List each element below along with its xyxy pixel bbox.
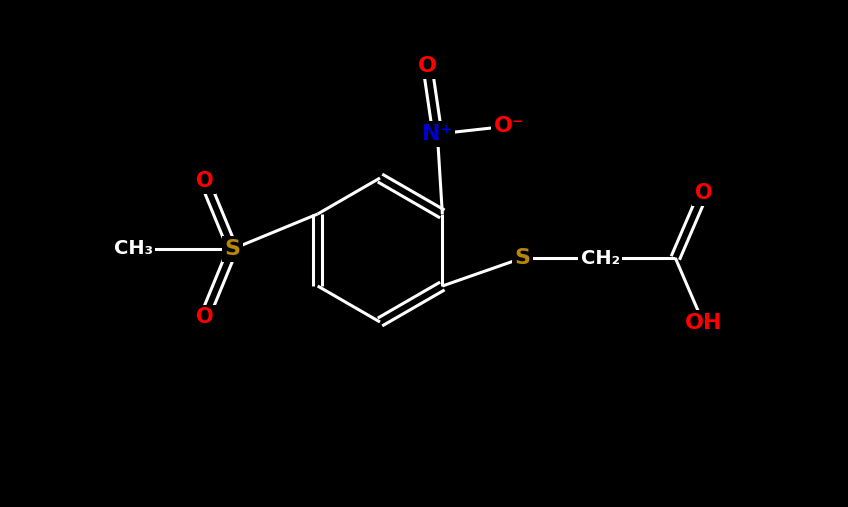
Text: O: O xyxy=(196,307,214,327)
Text: S: S xyxy=(515,248,530,268)
Text: CH₂: CH₂ xyxy=(581,248,620,268)
Text: S: S xyxy=(225,239,241,259)
Text: N⁺: N⁺ xyxy=(422,124,453,144)
Text: OH: OH xyxy=(684,313,722,333)
Text: O: O xyxy=(695,183,712,203)
Text: O: O xyxy=(418,56,437,76)
Text: O: O xyxy=(196,171,214,191)
Text: O⁻: O⁻ xyxy=(494,116,525,136)
Text: CH₃: CH₃ xyxy=(114,239,153,259)
